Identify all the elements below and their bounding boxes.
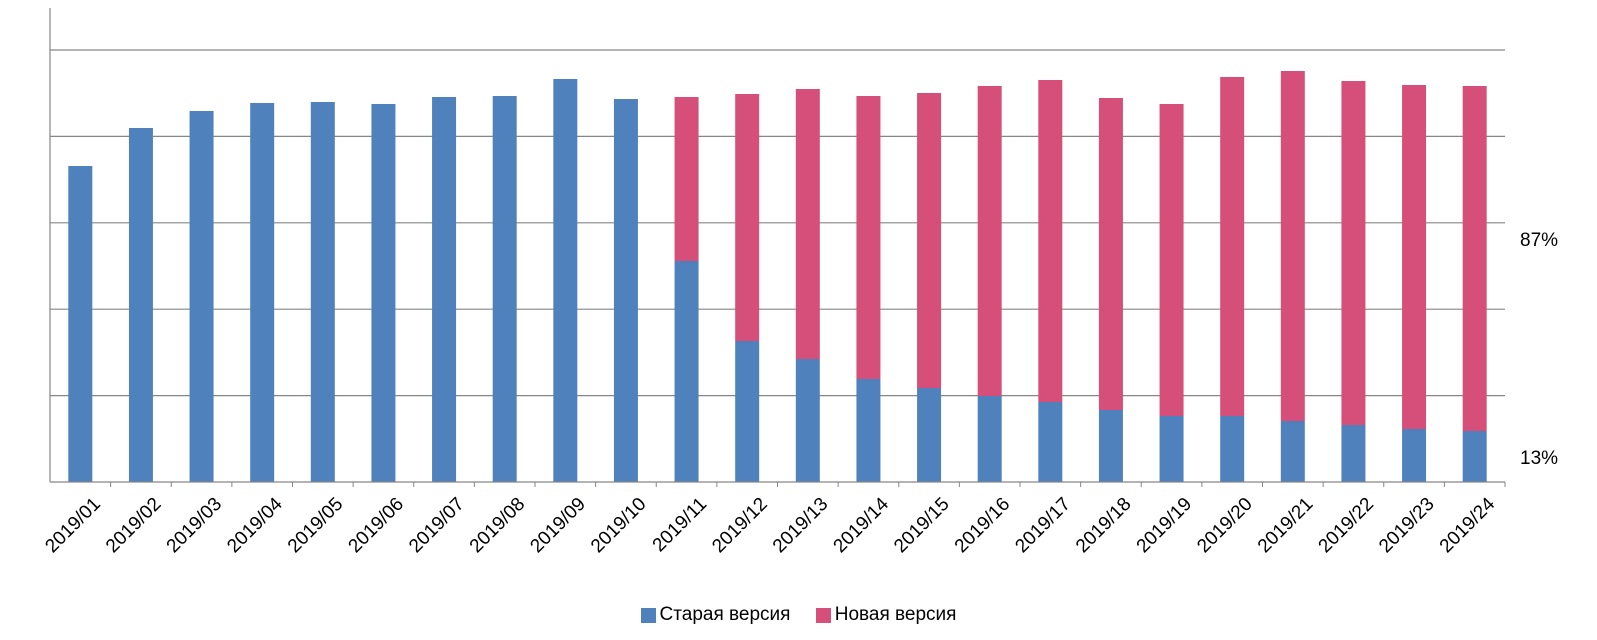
x-tick-label: 2019/23 [1375, 494, 1438, 557]
bar-old-2019-15 [917, 388, 942, 482]
legend-label-old: Старая версия [659, 604, 791, 625]
x-tick-label: 2019/14 [830, 493, 894, 557]
axes [49, 8, 1506, 487]
legend-swatch-old [640, 607, 656, 623]
legend-item-old: Старая версия [640, 604, 791, 626]
x-tick-label: 2019/15 [890, 494, 953, 557]
bar-old-2019-20 [1220, 416, 1245, 482]
bar-old-2019-24 [1462, 431, 1487, 482]
bar-old-2019-14 [856, 379, 881, 482]
bar-new-2019-21 [1280, 71, 1305, 421]
x-tick-label: 2019/19 [1133, 494, 1196, 557]
bar-new-2019-23 [1402, 85, 1427, 429]
bars [68, 71, 1487, 482]
x-tick-label: 2019/02 [102, 494, 165, 557]
bar-old-2019-06 [371, 104, 396, 482]
x-tick-label: 2019/11 [649, 494, 711, 556]
x-tick-label: 2019/01 [41, 494, 104, 557]
x-tick-label: 2019/10 [587, 494, 650, 557]
bar-old-2019-09 [553, 79, 578, 482]
annotation-13-percent: 13% [1520, 448, 1558, 469]
bar-old-2019-22 [1341, 425, 1366, 482]
x-tick-label: 2019/07 [405, 494, 468, 557]
x-tick-label: 2019/16 [951, 494, 1014, 557]
bar-old-2019-19 [1159, 416, 1184, 482]
bar-old-2019-23 [1402, 429, 1427, 482]
x-tick-label: 2019/05 [284, 494, 347, 557]
legend: Старая версия Новая версия [0, 604, 1597, 629]
annotation-87-percent: 87% [1520, 230, 1558, 251]
legend-item-new: Новая версия [815, 604, 957, 626]
x-tick-label: 2019/17 [1011, 494, 1074, 557]
bar-old-2019-21 [1280, 421, 1305, 482]
bar-old-2019-10 [613, 99, 638, 482]
bar-new-2019-14 [856, 96, 881, 379]
bar-old-2019-16 [977, 396, 1002, 482]
x-tick-label: 2019/03 [163, 494, 226, 557]
bar-new-2019-19 [1159, 104, 1184, 416]
bar-old-2019-02 [128, 128, 153, 482]
bar-old-2019-07 [432, 97, 457, 482]
x-tick-label: 2019/06 [345, 494, 408, 557]
x-tick-label: 2019/09 [526, 494, 589, 557]
bar-old-2019-04 [250, 103, 275, 482]
x-tick-labels: 2019/012019/022019/032019/042019/052019/… [41, 493, 1499, 557]
x-tick-label: 2019/22 [1315, 494, 1378, 557]
bar-new-2019-13 [795, 89, 820, 359]
x-tick-label: 2019/24 [1436, 493, 1500, 557]
legend-label-new: Новая версия [834, 604, 957, 625]
bar-new-2019-16 [977, 86, 1002, 396]
bar-old-2019-03 [189, 111, 214, 482]
legend-swatch-new [815, 607, 831, 623]
bar-new-2019-17 [1038, 80, 1063, 402]
bar-old-2019-18 [1098, 410, 1123, 482]
x-tick-label: 2019/20 [1193, 494, 1256, 557]
bar-new-2019-20 [1220, 77, 1245, 416]
gridlines [50, 49, 1505, 397]
bar-old-2019-08 [492, 96, 517, 482]
bar-old-2019-12 [735, 341, 760, 482]
bar-old-2019-17 [1038, 402, 1063, 482]
bar-new-2019-22 [1341, 81, 1366, 425]
x-tick-label: 2019/21 [1254, 494, 1317, 557]
x-tick-label: 2019/18 [1072, 494, 1135, 557]
bar-old-2019-01 [68, 166, 93, 482]
x-tick-label: 2019/13 [769, 494, 832, 557]
bar-new-2019-12 [735, 94, 760, 341]
bar-old-2019-05 [310, 102, 335, 482]
bar-old-2019-11 [674, 261, 699, 482]
x-tick-label: 2019/04 [223, 493, 287, 557]
bar-new-2019-18 [1098, 98, 1123, 410]
bar-old-2019-13 [795, 359, 820, 482]
x-tick-label: 2019/12 [708, 494, 771, 557]
bar-new-2019-24 [1462, 86, 1487, 431]
x-tick-label: 2019/08 [466, 494, 529, 557]
bar-new-2019-15 [917, 93, 942, 388]
bar-new-2019-11 [674, 97, 699, 261]
